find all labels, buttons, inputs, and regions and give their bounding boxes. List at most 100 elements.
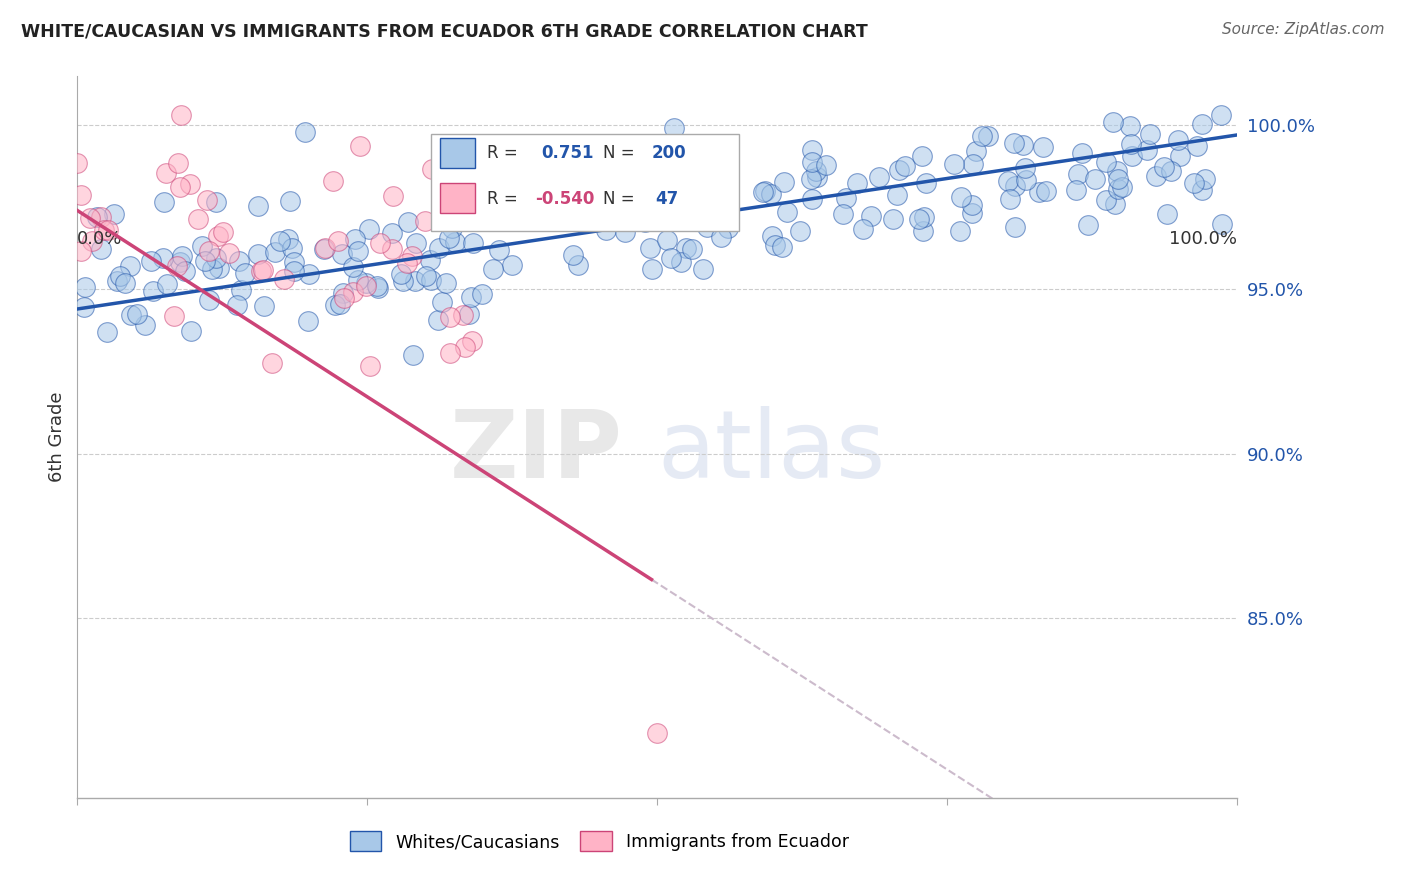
- Point: [366, 281, 388, 295]
- Point: [1119, 136, 1142, 151]
- Point: [323, 298, 346, 312]
- Point: [1136, 144, 1159, 158]
- Point: [298, 267, 321, 281]
- Point: [153, 194, 176, 209]
- Point: [488, 244, 510, 258]
- Point: [166, 259, 188, 273]
- Point: [1211, 217, 1233, 231]
- Point: [326, 234, 349, 248]
- Point: [381, 242, 404, 256]
- Point: [169, 179, 191, 194]
- Text: 47: 47: [655, 190, 678, 208]
- Point: [1101, 115, 1123, 129]
- Point: [1028, 185, 1050, 199]
- Point: [1095, 155, 1118, 169]
- Point: [515, 211, 537, 226]
- Point: [451, 308, 474, 322]
- Point: [1191, 117, 1213, 131]
- Point: [70, 244, 93, 259]
- Point: [404, 274, 426, 288]
- Point: [312, 242, 335, 256]
- Point: [208, 260, 231, 275]
- FancyBboxPatch shape: [432, 134, 738, 231]
- Point: [347, 244, 370, 258]
- Point: [806, 169, 828, 184]
- Point: [283, 264, 305, 278]
- Point: [458, 180, 481, 194]
- Point: [349, 139, 371, 153]
- Point: [79, 211, 101, 225]
- Point: [207, 228, 229, 243]
- Point: [751, 185, 773, 199]
- Point: [595, 223, 617, 237]
- Point: [641, 261, 664, 276]
- Point: [170, 249, 193, 263]
- Point: [277, 232, 299, 246]
- Point: [247, 199, 270, 213]
- Point: [419, 273, 441, 287]
- Point: [169, 255, 191, 269]
- Legend: Whites/Caucasians, Immigrants from Ecuador: Whites/Caucasians, Immigrants from Ecuad…: [343, 824, 855, 858]
- Point: [198, 244, 221, 258]
- Point: [1104, 197, 1126, 211]
- Point: [776, 205, 799, 219]
- Point: [439, 230, 461, 244]
- Point: [658, 194, 681, 208]
- Point: [643, 205, 665, 219]
- Point: [949, 224, 972, 238]
- Point: [103, 207, 125, 221]
- Point: [443, 235, 465, 249]
- Point: [543, 214, 565, 228]
- Point: [396, 215, 419, 229]
- Text: Source: ZipAtlas.com: Source: ZipAtlas.com: [1222, 22, 1385, 37]
- Point: [1002, 136, 1025, 150]
- Point: [441, 221, 464, 235]
- FancyBboxPatch shape: [440, 138, 475, 169]
- Point: [461, 236, 484, 251]
- Point: [1095, 194, 1118, 208]
- Point: [195, 193, 218, 207]
- Point: [1160, 163, 1182, 178]
- Y-axis label: 6th Grade: 6th Grade: [48, 392, 66, 483]
- Point: [356, 276, 378, 290]
- Point: [1121, 149, 1143, 163]
- Point: [439, 310, 461, 325]
- Point: [754, 184, 776, 198]
- Point: [675, 241, 697, 255]
- Point: [396, 256, 419, 270]
- Point: [886, 187, 908, 202]
- Text: 0.0%: 0.0%: [77, 230, 122, 248]
- Point: [908, 212, 931, 227]
- Point: [229, 283, 252, 297]
- Point: [561, 248, 583, 262]
- Point: [801, 154, 824, 169]
- Point: [960, 206, 983, 220]
- Point: [97, 223, 120, 237]
- Point: [419, 252, 441, 267]
- Point: [228, 254, 250, 268]
- Point: [912, 210, 935, 224]
- Point: [669, 254, 692, 268]
- Point: [763, 238, 786, 252]
- Text: 0.751: 0.751: [541, 145, 593, 162]
- Point: [491, 207, 513, 221]
- Point: [801, 143, 824, 157]
- Point: [93, 223, 115, 237]
- Point: [1077, 218, 1099, 232]
- Point: [1144, 169, 1167, 183]
- Point: [458, 307, 481, 321]
- Point: [359, 359, 381, 374]
- Point: [647, 725, 669, 739]
- Point: [1153, 160, 1175, 174]
- Point: [814, 158, 837, 172]
- Point: [859, 209, 882, 223]
- Point: [142, 284, 165, 298]
- Point: [342, 260, 364, 275]
- Point: [846, 176, 869, 190]
- Point: [1105, 164, 1128, 178]
- Point: [370, 235, 392, 250]
- Point: [253, 299, 276, 313]
- Point: [1119, 119, 1142, 133]
- Point: [108, 269, 131, 284]
- Point: [759, 186, 782, 201]
